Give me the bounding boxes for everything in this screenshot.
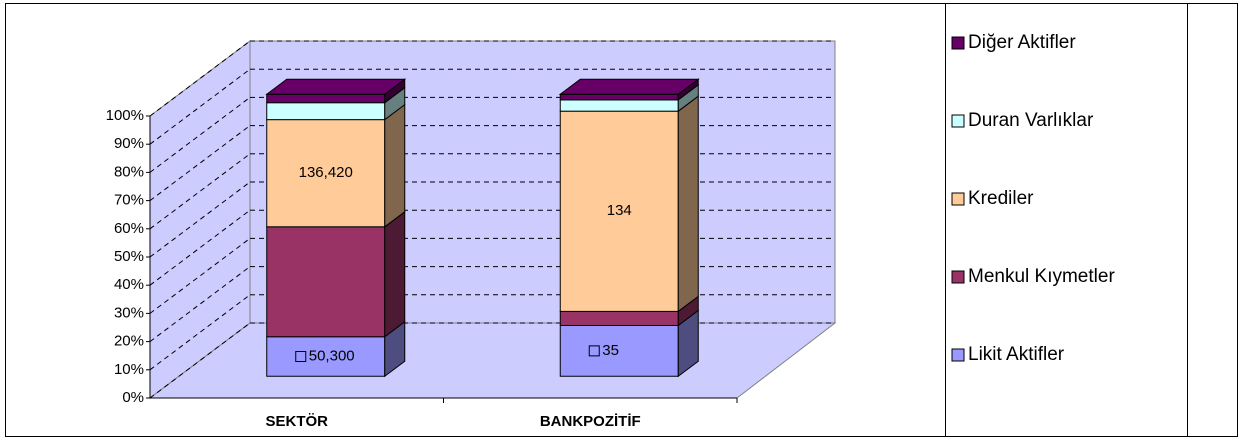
floor: [148, 322, 837, 399]
grid-line: [149, 294, 251, 371]
y-tick-label: 50%: [114, 248, 144, 265]
data-label: 35: [602, 342, 619, 359]
y-tick-label: 100%: [106, 107, 144, 124]
y-tick-label: 20%: [114, 333, 144, 350]
grid-line: [149, 125, 251, 202]
y-tick-label: 30%: [114, 304, 144, 321]
legend-swatch: [951, 348, 965, 362]
grid-line: [149, 97, 251, 173]
label-key: [295, 351, 307, 363]
bar-segment: [266, 93, 386, 104]
bar-segment: [559, 324, 679, 377]
bar-segment: [559, 93, 679, 101]
grid-line: [149, 209, 251, 286]
legend-swatch: [951, 114, 965, 128]
grid-line: [149, 153, 251, 230]
x-tick-label: BANKPOZİTİF: [540, 413, 641, 430]
bar-segment: [266, 226, 386, 338]
bar-side: [384, 210, 406, 338]
legend-swatch: [951, 36, 965, 50]
y-tick-label: 10%: [114, 361, 144, 378]
bar-segment: [559, 110, 679, 312]
bar-segment: [266, 336, 386, 377]
bar-side: [384, 103, 406, 228]
grid-line: [149, 181, 251, 258]
data-label: 136,420: [299, 164, 353, 181]
legend-swatch: [951, 192, 965, 206]
bar-segment: [266, 102, 386, 121]
y-tick-label: 60%: [114, 220, 144, 237]
y-tick-label: 90%: [114, 135, 144, 152]
x-tick-label: SEKTÖR: [265, 413, 328, 430]
grid-line: [149, 266, 251, 343]
legend-box: [945, 3, 1188, 437]
y-tick-label: 80%: [114, 163, 144, 180]
y-tick-label: 0%: [122, 389, 144, 406]
legend-label: Menkul Kıymetler: [968, 266, 1115, 287]
bar-segment: [266, 119, 386, 228]
bar-side: [677, 95, 699, 313]
grid-line: [149, 68, 251, 145]
legend-label: Diğer Aktifler: [968, 32, 1076, 53]
y-tick-label: 40%: [114, 276, 144, 293]
bar-top: [558, 78, 700, 95]
data-label: 50,300: [309, 347, 355, 364]
legend-label: Krediler: [968, 188, 1034, 209]
bar-segment: [559, 310, 679, 326]
y-tick-label: 70%: [114, 192, 144, 209]
label-key: [588, 345, 600, 357]
grid-line: [149, 237, 251, 314]
legend-label: Duran Varlıklar: [968, 110, 1094, 131]
data-label: 134: [607, 202, 632, 219]
bar-segment: [559, 99, 679, 112]
bar-top: [265, 78, 407, 95]
legend-label: Likit Aktifler: [968, 344, 1065, 365]
grid-line: [149, 40, 251, 117]
grid-line: [149, 322, 251, 399]
legend-swatch: [951, 270, 965, 284]
